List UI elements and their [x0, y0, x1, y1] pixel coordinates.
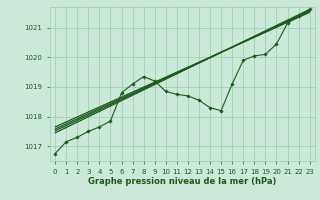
X-axis label: Graphe pression niveau de la mer (hPa): Graphe pression niveau de la mer (hPa) [88, 177, 276, 186]
